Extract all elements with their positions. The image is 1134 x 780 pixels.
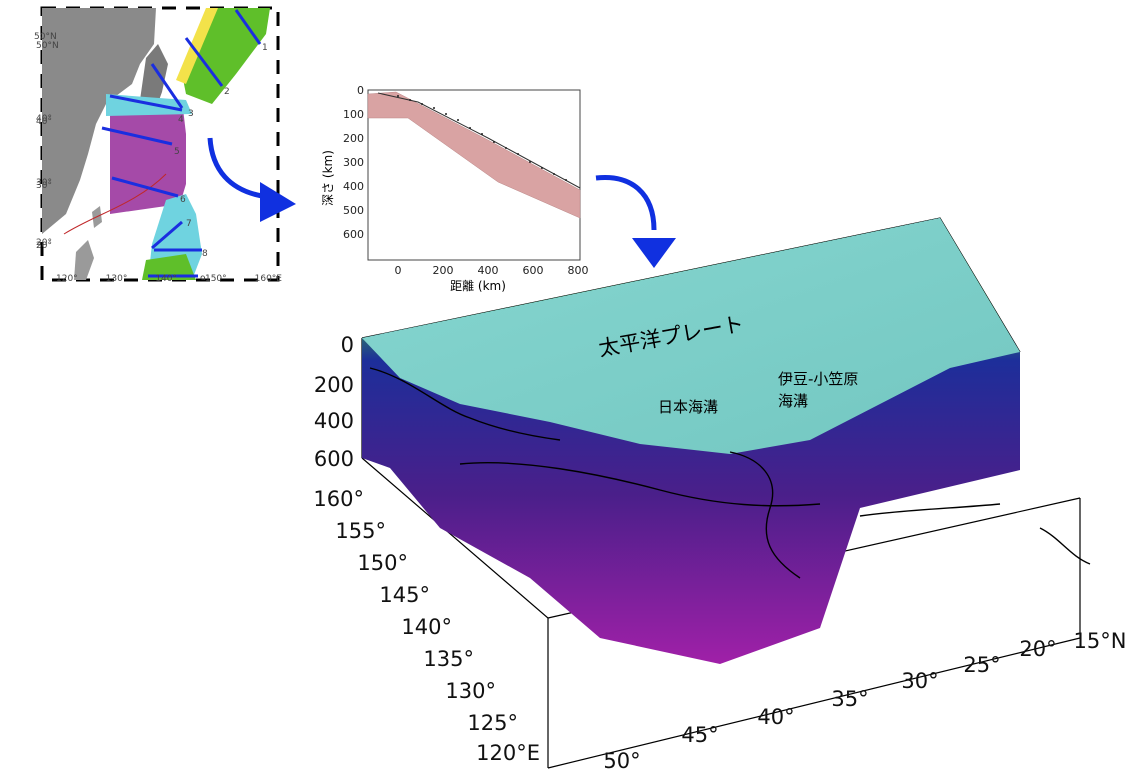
coastlines <box>369 367 1091 579</box>
japan-slab <box>110 100 186 214</box>
lat-tick: 20° <box>1019 637 1056 661</box>
profile-ytick: 600 <box>343 228 364 241</box>
trench-red-line <box>63 173 167 235</box>
map-lat-label: 20° <box>36 241 52 251</box>
map-lon-label: 130° <box>105 274 128 284</box>
map-lat-20: 20° <box>36 238 52 248</box>
section-line-3 <box>150 63 184 109</box>
section-line-2 <box>184 37 224 87</box>
section-num-9: 9 <box>200 275 206 285</box>
section-line-7 <box>151 220 183 250</box>
profile-ytick: 0 <box>357 84 364 97</box>
lat-tick: 25° <box>963 653 1000 677</box>
depth-profile: 0 100 200 300 400 500 600 0 200 400 600 … <box>318 78 590 293</box>
profile-xtick: 800 <box>568 264 589 277</box>
map-lon-label: 160°E <box>254 274 282 284</box>
izu-bonin-trench-label-1: 伊豆-小笠原 <box>778 370 858 388</box>
lat-tick: 30° <box>901 669 938 693</box>
map-lat-30: 30° <box>36 178 52 188</box>
depth-tick: 600 <box>314 447 354 471</box>
flow-arrow-2 <box>595 175 676 268</box>
profile-ytick: 500 <box>343 204 364 217</box>
lon-tick: 120°E <box>476 741 540 765</box>
profile-xlabel: 距離 (km) <box>450 279 506 292</box>
profile-xtick: 400 <box>478 264 499 277</box>
section-num-8: 8 <box>202 249 208 259</box>
profile-xtick: 600 <box>523 264 544 277</box>
section-num-4: 4 <box>178 115 184 125</box>
map-lon-label: 120° <box>56 274 78 284</box>
profile-ytick: 100 <box>343 108 364 121</box>
depth-tick: 400 <box>314 409 354 433</box>
lon-tick: 155° <box>335 519 386 543</box>
map-lat-label: 40° <box>36 117 52 127</box>
flow-arrow-1 <box>207 137 296 222</box>
lat-tick: 15°N <box>1074 629 1127 653</box>
profile-ytick: 300 <box>343 156 364 169</box>
slab-band <box>367 91 581 219</box>
japan-trench-label: 日本海溝 <box>658 398 718 416</box>
profile-xtick: 200 <box>433 264 454 277</box>
philippines <box>74 240 94 280</box>
section-num-3: 3 <box>188 109 194 119</box>
map-lat-50: 50°N <box>34 32 57 42</box>
earthquake-dots <box>397 95 567 181</box>
profile-ylabel: 深さ (km) <box>321 150 335 206</box>
lon-tick: 145° <box>379 583 430 607</box>
profile-xtick: 0 <box>395 264 402 277</box>
section-line-4 <box>109 94 183 112</box>
depth-tick: 0 <box>341 333 354 357</box>
lat-tick: 45° <box>681 723 718 747</box>
map-lat-label: 50°N <box>36 41 59 51</box>
lat-tick: 50° <box>603 749 640 773</box>
lon-tick: 140° <box>401 615 452 639</box>
map-lon-label: 140° <box>155 274 177 284</box>
izu-bonin-trench-label-2: 海溝 <box>778 392 808 410</box>
map-lat-40: 40° <box>36 114 52 124</box>
izu-slab-green <box>142 254 196 280</box>
section-line-5 <box>101 126 173 146</box>
profile-ytick: 400 <box>343 180 364 193</box>
section-num-7: 7 <box>186 219 192 229</box>
lat-tick: 40° <box>757 705 794 729</box>
index-map: 1 2 3 4 5 6 7 8 9 50°N 40° 30° 20° 120° … <box>34 4 282 301</box>
asia-landmass <box>42 8 156 234</box>
lon-tick: 135° <box>423 647 474 671</box>
kuril-slab-yellow <box>176 8 218 84</box>
profile-ytick: 200 <box>343 132 364 145</box>
section-num-2: 2 <box>224 87 230 97</box>
lon-tick: 130° <box>445 679 496 703</box>
pacific-plate-surface <box>362 218 1020 454</box>
section-line-6 <box>111 176 179 198</box>
map-lon-row: 120° 130° 140° 150° 160°E <box>56 274 282 284</box>
lon-tick: 160° <box>313 487 364 511</box>
map-lon-label: 150° <box>204 274 227 284</box>
lon-tick: 150° <box>357 551 408 575</box>
section-num-5: 5 <box>174 147 180 157</box>
3d-slab-block: 太平洋プレート 日本海溝 伊豆-小笠原 海溝 0 200 400 600 160… <box>300 208 1134 776</box>
section-line-1 <box>234 9 262 45</box>
slab-top-line <box>377 92 581 189</box>
section-num-6: 6 <box>180 195 186 205</box>
depth-tick: 200 <box>314 373 354 397</box>
map-lat-label: 30° <box>36 181 52 191</box>
lon-tick: 125° <box>467 711 518 735</box>
lat-tick: 35° <box>831 687 868 711</box>
section-num-1: 1 <box>262 43 268 53</box>
